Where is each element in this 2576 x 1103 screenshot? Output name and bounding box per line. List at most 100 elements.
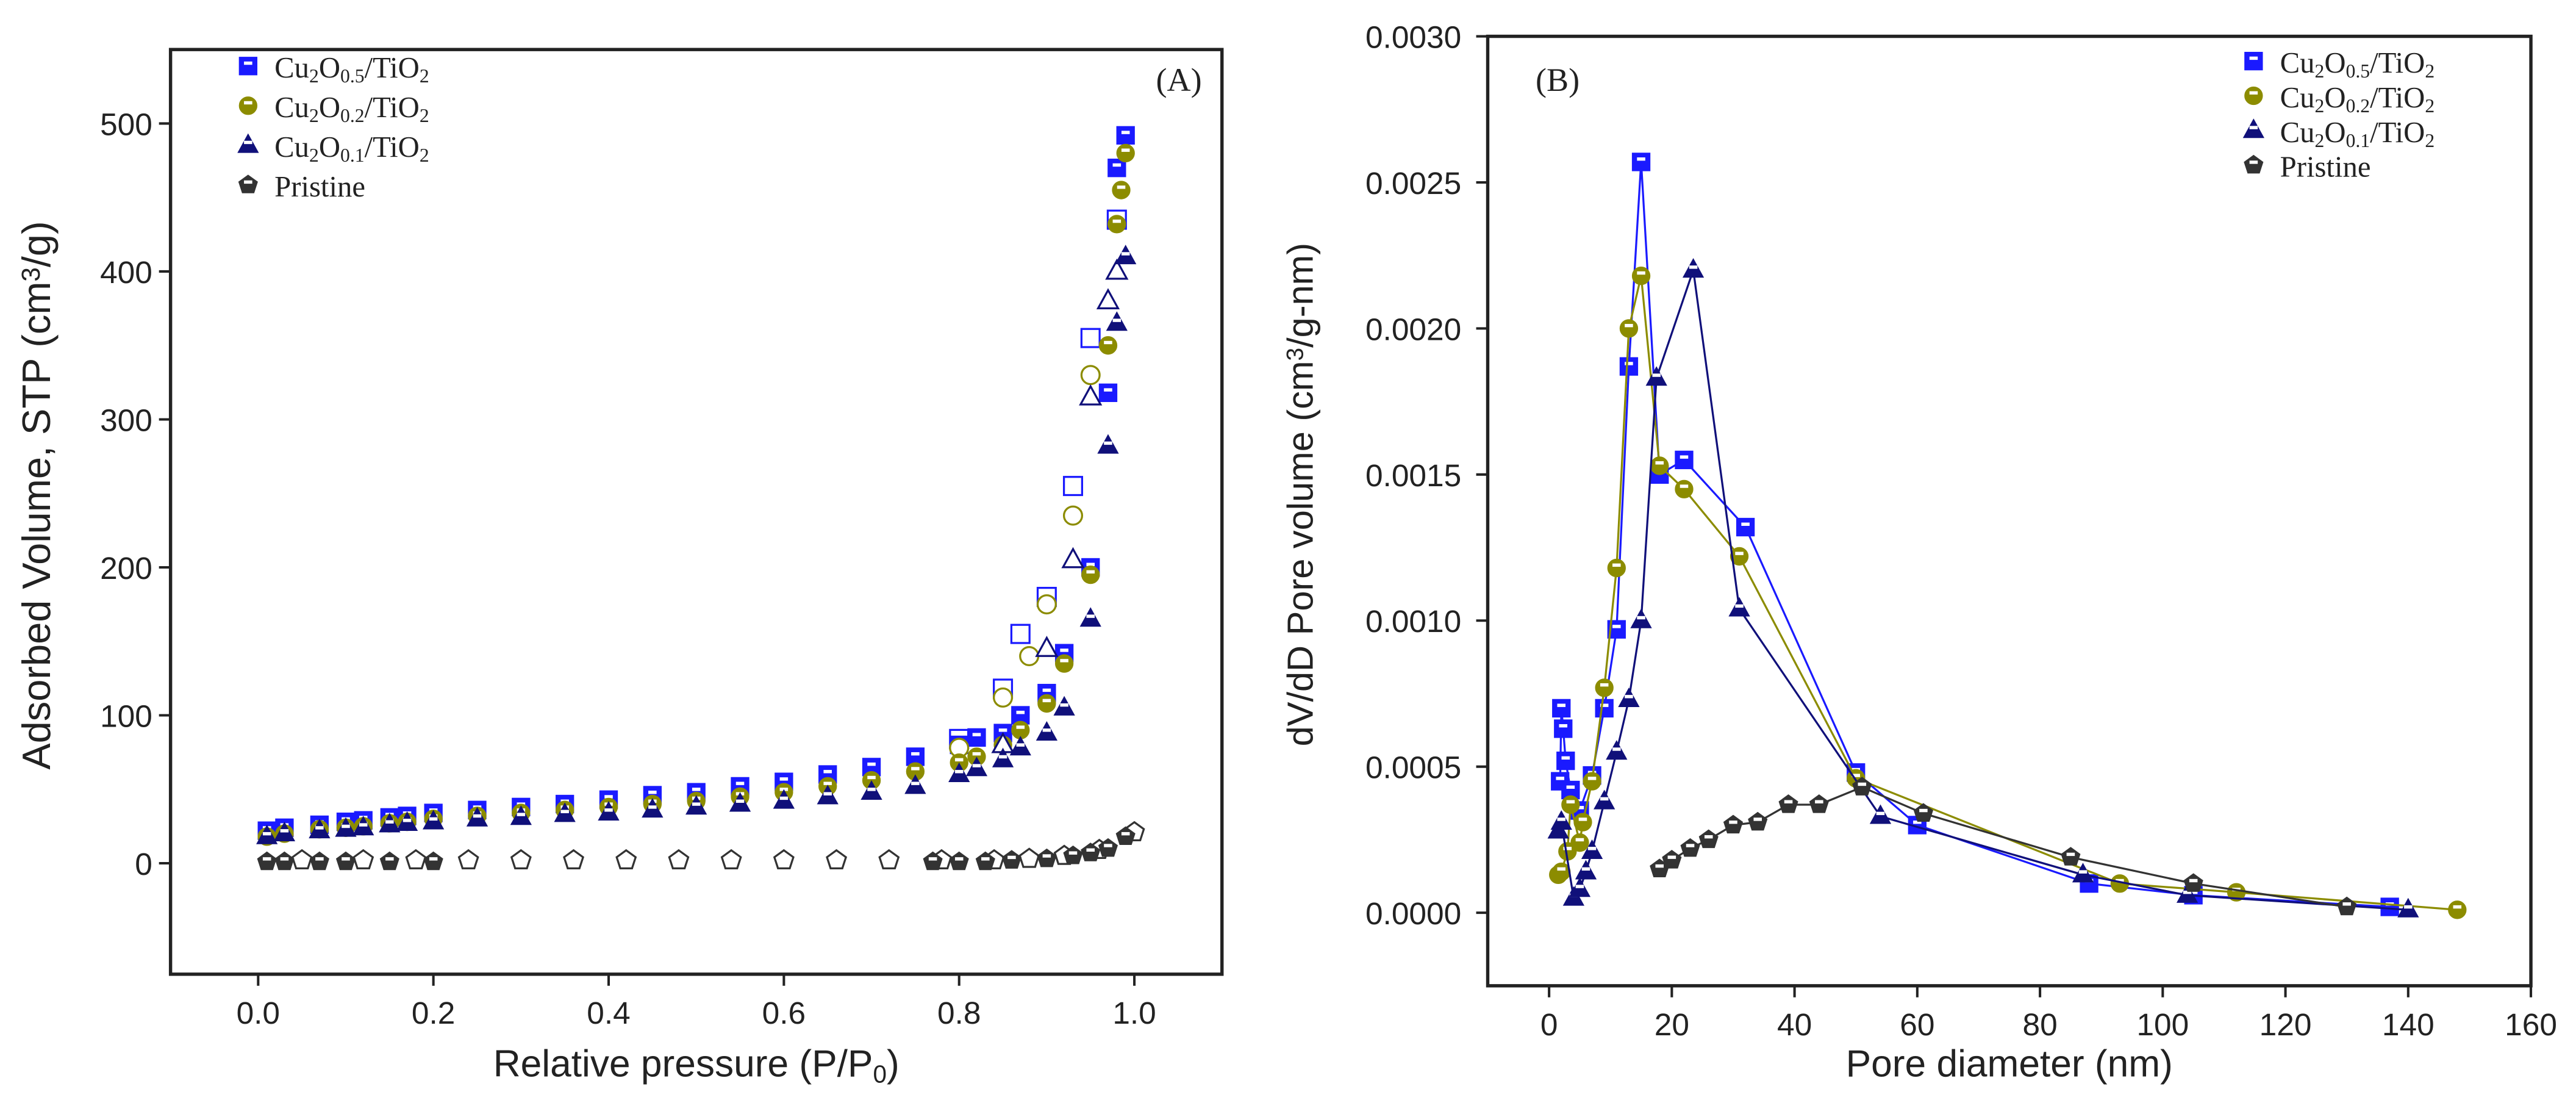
data-point-highlight [1625,362,1633,365]
legend-marker-highlight [244,180,252,184]
adsorption-point-highlight [1121,252,1130,256]
adsorption-point [1011,706,1030,725]
desorption-point [878,849,900,870]
panel-a-isotherm: 0.0 0.2 0.4 0.6 0.8 1.0 0 100 200 300 400 500 Relati… [14,48,1224,1088]
adsorption-point-highlight [1060,703,1068,707]
series-square [1551,153,2399,916]
adsorption-point-highlight [359,823,368,827]
text-segment: 2 [420,105,429,126]
desorption-point [1062,476,1083,497]
legend-marker [2244,86,2263,106]
data-point-highlight [1704,835,1713,839]
legend-label: Cu2O0.2/TiO2 [274,91,429,126]
data-point-highlight [1655,864,1664,868]
text-segment: 3 [16,267,45,281]
legend-marker-highlight [2249,91,2258,95]
adsorption-point-highlight [1121,832,1130,836]
adsorption-point-highlight [402,819,412,822]
adsorption-point-highlight [342,824,350,828]
adsorption-point [967,728,986,747]
legend-marker-highlight [244,101,252,105]
data-point-highlight [1735,604,1744,608]
data-point-highlight [1655,461,1664,465]
adsorption-point [906,747,925,766]
data-point [2183,873,2203,892]
adsorption-point-highlight [280,829,289,833]
adsorption-point [1112,181,1131,199]
data-point [1675,480,1694,498]
data-point-highlight [2342,902,2351,906]
adsorption-point-highlight [1104,340,1112,345]
text-segment: O [319,91,340,124]
adsorption-point-highlight [1068,851,1078,855]
adsorption-point-highlight [315,826,324,830]
text-segment: Adsorbed Volume, STP (cm [14,282,59,770]
data-point-highlight [1625,695,1633,699]
x-tick-label: 120 [2259,1007,2312,1042]
adsorption-point-highlight [1112,318,1122,322]
adsorption-point-highlight [560,810,569,813]
legend-label: Pristine [2280,151,2371,184]
data-point-highlight [1919,808,1928,813]
desorption-point [1079,384,1103,406]
adsorption-point [1098,838,1118,857]
data-point [1675,450,1694,470]
adsorption-point [975,851,995,871]
adsorption-point [949,851,969,871]
text-segment: Cu [274,91,309,124]
text-segment: O [319,51,340,84]
data-point [2380,897,2399,916]
adsorption-point [257,851,277,871]
legend-marker [2244,51,2263,71]
x-axis-label: Relative pressure (P/P0) [493,1043,900,1088]
x-tick-label: 80 [2022,1007,2057,1042]
adsorption-point-highlight [867,762,876,766]
panel-label: (A) [1156,62,1201,98]
text-segment: /TiO [2370,81,2425,114]
adsorption-point-highlight [735,781,745,785]
legend-item: Pristine [238,170,365,203]
data-point-highlight [1741,522,1750,526]
data-point-highlight [2453,905,2462,909]
y-tick-label: 500 [100,106,152,142]
data-point-highlight [1612,747,1621,751]
data-point-highlight [2183,890,2192,894]
legend-marker-highlight [244,61,252,65]
adsorption-point-highlight [1016,743,1025,747]
adsorption-point-highlight [1060,649,1068,652]
text-segment: O [2324,81,2345,114]
y-tick-label: 0.0005 [1365,750,1461,785]
data-point-highlight [1563,847,1572,850]
series-line [1557,270,2408,911]
adsorption-point-highlight [385,820,394,824]
adsorption-point-highlight [1117,185,1126,189]
data-point [1552,862,1571,882]
adsorption-point-highlight [779,796,789,800]
adsorption-point [423,851,443,871]
desorption-point [291,849,313,870]
x-tick-label: 20 [1655,1007,1689,1042]
adsorption-point-highlight [972,752,981,756]
data-point-highlight [1561,756,1570,760]
plot-frame [168,48,1224,976]
adsorption-point [1011,720,1030,739]
x-tick-label: 140 [2382,1007,2435,1042]
text-segment: 2 [2315,130,2325,151]
x-tick-label: 0 [1540,1007,1558,1042]
series-square [257,126,1135,840]
desorption-point [563,849,585,870]
adsorption-point [1081,565,1100,584]
adsorption-point-highlight [1042,688,1051,692]
text-segment: O [2324,46,2345,79]
adsorption-point [923,851,943,871]
data-point [1570,833,1589,852]
data-point-highlight [1652,373,1661,377]
adsorption-point-highlight [429,857,438,861]
adsorption-point-highlight [823,770,832,774]
desorption-point [1096,288,1120,309]
adsorption-point [1107,215,1126,234]
adsorption-point [309,851,329,871]
adsorption-point-highlight [954,770,964,774]
data-point-highlight [1689,265,1698,269]
adsorption-point-highlight [280,857,289,861]
